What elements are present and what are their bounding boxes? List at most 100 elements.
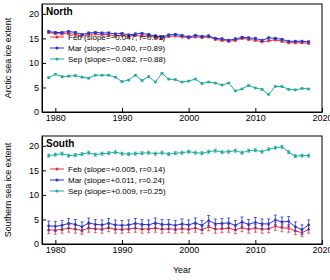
- point: [154, 81, 157, 84]
- legend-item: Mar (slope=−0.040, r=0.89): [50, 44, 166, 53]
- error-bar: [187, 80, 190, 81]
- error-cap: [161, 229, 164, 230]
- point: [267, 37, 270, 40]
- error-bar: [274, 146, 277, 149]
- error-bar: [301, 154, 304, 157]
- error-cap: [81, 221, 84, 222]
- error-cap: [54, 234, 57, 235]
- point: [67, 75, 70, 78]
- y-tick-mark: [42, 63, 46, 64]
- error-cap: [134, 228, 137, 229]
- error-cap: [134, 232, 137, 233]
- error-cap: [81, 234, 84, 235]
- point: [101, 74, 104, 77]
- error-cap: [274, 215, 277, 216]
- error-cap: [261, 233, 264, 234]
- legend-label: Mar (slope=−0.040, r=0.89): [68, 44, 166, 53]
- error-stem: [308, 220, 309, 230]
- error-bar: [147, 220, 150, 230]
- point: [241, 221, 244, 224]
- point: [94, 74, 97, 77]
- error-stem: [175, 152, 176, 155]
- legend-swatch: [50, 48, 64, 49]
- error-bar: [141, 219, 144, 229]
- error-bar: [61, 220, 64, 230]
- error-bar: [294, 222, 297, 232]
- error-stem: [288, 40, 289, 42]
- error-bar: [61, 31, 64, 33]
- error-stem: [308, 88, 309, 89]
- legend-label: Feb (slope=−0.047, r=0.91): [68, 33, 166, 42]
- error-stem: [215, 149, 216, 152]
- point: [261, 88, 264, 91]
- error-cap: [221, 232, 224, 233]
- error-bar: [227, 150, 230, 153]
- error-bar: [114, 220, 117, 230]
- error-bar: [107, 152, 110, 155]
- error-stem: [235, 90, 236, 91]
- error-stem: [48, 77, 49, 78]
- error-bar: [114, 76, 117, 77]
- error-bar: [234, 220, 237, 230]
- error-bar: [127, 153, 130, 156]
- point: [121, 152, 124, 155]
- point: [167, 153, 170, 156]
- y-tick: 5: [34, 83, 46, 93]
- point: [161, 151, 164, 154]
- error-bar: [134, 218, 137, 228]
- x-tick: 2020: [312, 240, 330, 255]
- point: [214, 82, 217, 85]
- error-bar: [247, 149, 250, 152]
- x-tick-label: 1990: [112, 113, 132, 123]
- point: [194, 222, 197, 225]
- point: [67, 154, 70, 157]
- legend-marker: [56, 58, 59, 61]
- error-cap: [174, 230, 177, 231]
- error-bar: [241, 88, 244, 89]
- error-cap: [141, 229, 144, 230]
- error-cap: [181, 218, 184, 219]
- error-stem: [255, 149, 256, 152]
- error-bar: [307, 88, 310, 89]
- point: [107, 152, 110, 155]
- error-cap: [254, 217, 257, 218]
- error-stem: [162, 151, 163, 154]
- legend-swatch: [50, 169, 64, 170]
- error-bar: [221, 151, 224, 154]
- error-stem: [222, 218, 223, 228]
- error-cap: [67, 228, 70, 229]
- error-cap: [74, 233, 77, 234]
- legend-label: Sep (slope=+0.009, r=0.25): [68, 187, 166, 196]
- error-cap: [101, 219, 104, 220]
- error-cap: [127, 219, 130, 220]
- point: [114, 76, 117, 79]
- error-cap: [114, 233, 117, 234]
- error-stem: [242, 88, 243, 89]
- error-stem: [55, 73, 56, 74]
- point: [221, 151, 224, 154]
- error-bar: [307, 220, 310, 230]
- error-cap: [307, 229, 310, 230]
- point: [287, 151, 290, 154]
- error-bar: [54, 221, 57, 231]
- point: [174, 33, 177, 36]
- series: [47, 145, 310, 157]
- error-bar: [254, 149, 257, 152]
- point: [147, 75, 150, 78]
- error-stem: [75, 219, 76, 229]
- error-bar: [234, 38, 237, 40]
- x-tick: 2000: [179, 240, 199, 255]
- error-stem: [148, 220, 149, 230]
- point: [274, 146, 277, 149]
- error-stem: [128, 220, 129, 230]
- point: [234, 149, 237, 152]
- error-cap: [94, 232, 97, 233]
- error-cap: [87, 217, 90, 218]
- error-stem: [195, 78, 196, 79]
- error-bar: [94, 153, 97, 156]
- error-bar: [47, 77, 50, 78]
- error-cap: [307, 233, 310, 234]
- error-cap: [141, 219, 144, 220]
- error-stem: [68, 75, 69, 76]
- point: [307, 154, 310, 157]
